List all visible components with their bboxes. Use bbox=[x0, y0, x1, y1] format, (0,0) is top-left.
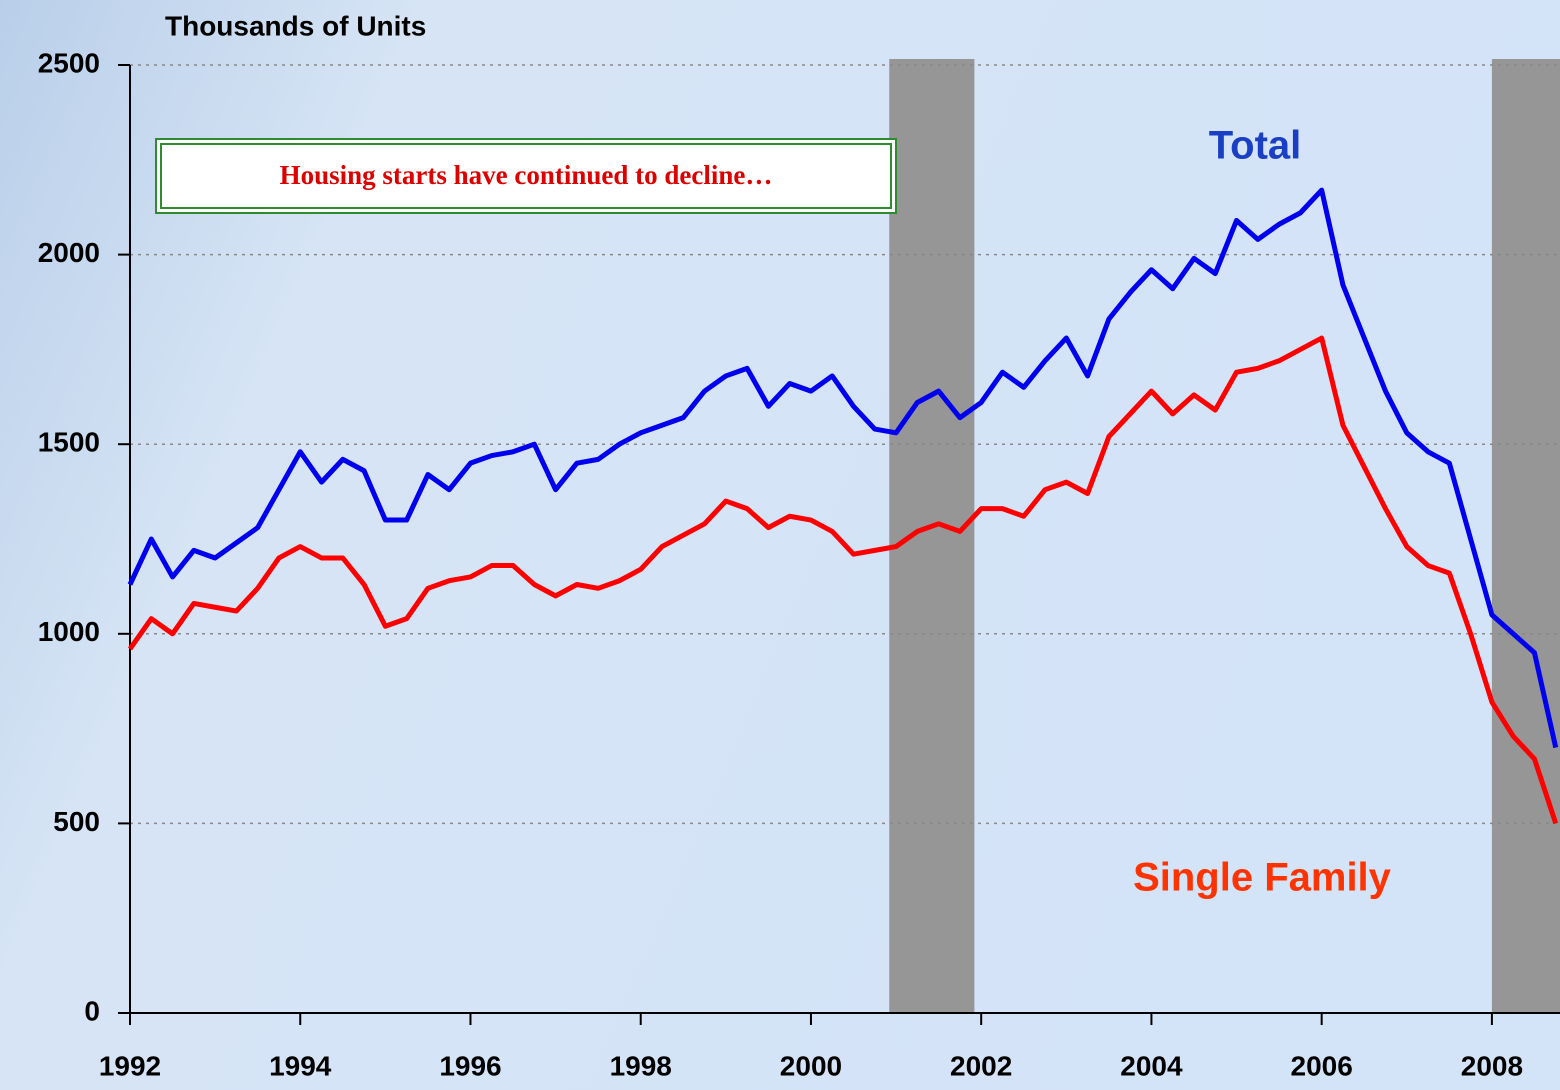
series-label: Total bbox=[1209, 124, 1302, 168]
y-tick-label: 2000 bbox=[38, 237, 100, 268]
recession-band bbox=[1492, 59, 1560, 1013]
x-tick-label: 2008 bbox=[1461, 1050, 1523, 1081]
recession-band bbox=[889, 59, 974, 1013]
x-tick-label: 1996 bbox=[439, 1050, 501, 1081]
y-tick-label: 1000 bbox=[38, 616, 100, 647]
x-tick-label: 1998 bbox=[610, 1050, 672, 1081]
y-tick-label: 2500 bbox=[38, 47, 100, 78]
x-tick-label: 1992 bbox=[99, 1050, 161, 1081]
x-tick-label: 2006 bbox=[1291, 1050, 1353, 1081]
x-tick-label: 1994 bbox=[269, 1050, 332, 1081]
chart: Thousands of Units 0 500 1000 1500 2000 2500 1… bbox=[0, 0, 1560, 1090]
y-tick-label: 0 bbox=[84, 995, 100, 1026]
x-tick-label: 2000 bbox=[780, 1050, 842, 1081]
y-tick-label: 1500 bbox=[38, 427, 100, 458]
annotation: Housing starts have continued to decline… bbox=[280, 160, 773, 190]
x-tick-label: 2004 bbox=[1120, 1050, 1183, 1081]
y-axis-label: Thousands of Units bbox=[165, 10, 426, 41]
series-label: Single Family bbox=[1133, 856, 1392, 900]
x-tick-label: 2002 bbox=[950, 1050, 1012, 1081]
y-tick-label: 500 bbox=[53, 806, 100, 837]
